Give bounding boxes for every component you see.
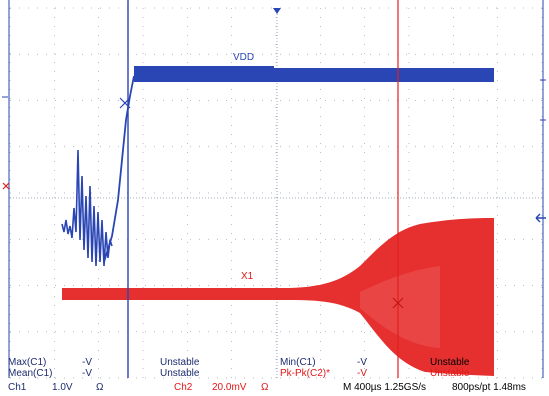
ch2-envelope-inner <box>360 266 440 348</box>
measurement-pkpk-c2-value: -V <box>357 368 367 379</box>
ch2-waveform-x1 <box>62 218 494 376</box>
measurement-pkpk-c2-name[interactable]: Pk-Pk(C2)* <box>280 368 331 379</box>
trigger-position-marker[interactable] <box>273 8 281 14</box>
cursor-2-marker <box>392 297 404 309</box>
measurement-pkpk-c2-status: Unstable <box>430 368 470 379</box>
measurement-max-c1-value: -V <box>82 357 92 368</box>
ch1-ground-marker[interactable] <box>2 182 10 190</box>
measurement-mean-c1-name[interactable]: Mean(C1) <box>8 368 53 379</box>
measurement-min-c1-name[interactable]: Min(C1) <box>280 357 316 368</box>
status-bar: Ch1 1.0V Ω Ch2 20.0mV Ω M 400µs 1.25GS/s… <box>0 379 549 396</box>
cursor-1-marker <box>119 97 131 109</box>
measurement-mean-c1-status: Unstable <box>160 368 200 379</box>
measurement-max-c1-name[interactable]: Max(C1) <box>8 357 47 368</box>
ch1-name[interactable]: Ch1 <box>8 382 27 393</box>
right-edge-ticks <box>540 79 546 121</box>
ch1-coupling[interactable]: Ω <box>96 382 104 393</box>
ch2-coupling[interactable]: Ω <box>261 382 269 393</box>
timebase-readout[interactable]: M 400µs 1.25GS/s <box>343 382 427 393</box>
measurement-min-c1-value: -V <box>357 357 367 368</box>
measurement-mean-c1-value: -V <box>82 368 92 379</box>
trigger-level-arrow[interactable] <box>535 213 546 223</box>
ch1-waveform-vdd <box>61 66 494 267</box>
ch2-trace-label: X1 <box>241 271 254 282</box>
ch2-scale[interactable]: 20.0mV <box>212 382 247 393</box>
measurement-min-c1-status: Unstable <box>430 357 470 368</box>
ch1-scale[interactable]: 1.0V <box>52 382 73 393</box>
measurement-max-c1-status: Unstable <box>160 357 200 368</box>
ch1-trace-label: VDD <box>233 52 255 63</box>
ch2-name[interactable]: Ch2 <box>174 382 193 393</box>
record-length-readout: 800ps/pt 1.48ms <box>452 382 526 393</box>
